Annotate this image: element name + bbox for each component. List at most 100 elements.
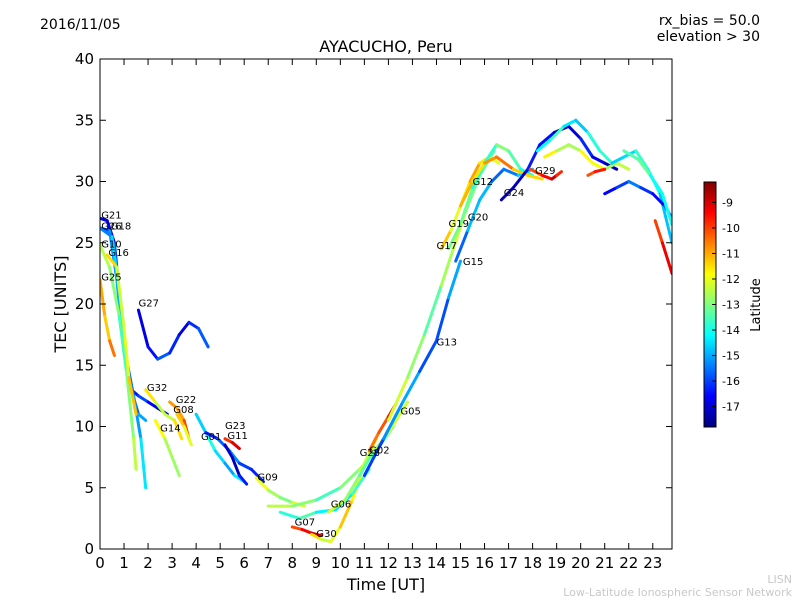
trace-segment: [562, 118, 578, 128]
satellite-label: G30: [316, 529, 336, 540]
trace-segment: [223, 443, 234, 459]
trace-segment: [300, 527, 313, 535]
x-tick-label: 12: [379, 554, 398, 572]
credits-short: LISN: [767, 573, 792, 586]
trace-segment: [136, 394, 150, 404]
trace-segment: [100, 243, 112, 269]
trace-segment: [567, 143, 583, 153]
y-tick-label: 35: [75, 111, 94, 129]
trace-segment: [297, 510, 318, 520]
trace-segment: [454, 229, 470, 263]
trace-segment: [182, 425, 193, 447]
satellite-label: G07: [295, 518, 315, 529]
satellite-trace-g23: [223, 437, 241, 451]
trace-segment: [651, 192, 667, 208]
colorbar-tick-label: -11: [722, 247, 740, 260]
trace-segment: [434, 296, 450, 343]
x-tick-label: 3: [167, 554, 177, 572]
satellite-trace-g34: [535, 118, 672, 245]
trace-segment: [574, 118, 590, 134]
date-label: 2016/11/05: [40, 17, 121, 33]
trace-segment: [108, 265, 121, 318]
trace-segment: [446, 259, 463, 300]
trace-segment: [550, 124, 566, 141]
trace-segment: [105, 253, 119, 269]
x-tick-label: 13: [403, 554, 422, 572]
trace-segment: [490, 167, 506, 183]
trace-segment: [459, 186, 475, 226]
trace-segment: [439, 229, 453, 251]
trace-segment: [223, 461, 237, 477]
trace-segment: [528, 167, 544, 177]
x-tick-label: 8: [287, 554, 297, 572]
trace-segment: [115, 265, 126, 330]
satellite-trace-g38: [622, 149, 672, 226]
trace-segment: [136, 308, 150, 349]
trace-segment: [153, 418, 167, 441]
satellite-label: G18: [111, 221, 131, 232]
satellite-label: G02: [369, 445, 389, 456]
trace-segment: [100, 226, 114, 239]
trace-segment: [579, 137, 595, 159]
colorbar-label: Latitude: [749, 278, 764, 332]
trace-segment: [468, 161, 482, 183]
x-tick-label: 22: [619, 554, 638, 572]
trace-segment: [163, 412, 177, 422]
trace-segment: [622, 149, 640, 161]
trace-segment: [319, 537, 333, 544]
satellite-label: G01: [201, 432, 221, 443]
satellite-label: G12: [473, 177, 493, 188]
x-tick-label: 0: [95, 554, 105, 572]
trace-segment: [502, 167, 520, 177]
x-tick-label: 19: [547, 554, 566, 572]
credits: LISN Low-Latitude Ionospheric Sensor Net…: [563, 573, 792, 599]
satellite-trace-g37: [653, 219, 672, 275]
x-tick-label: 17: [499, 554, 518, 572]
trace-segment: [627, 180, 643, 190]
trace-segment: [483, 143, 499, 165]
trace-segment: [254, 476, 270, 492]
trace-segment: [177, 320, 191, 337]
x-tick-label: 9: [312, 554, 322, 572]
x-tick-label: 10: [331, 554, 350, 572]
trace-segment: [610, 155, 626, 165]
trace-segment: [290, 525, 304, 531]
trace-segment: [422, 284, 443, 337]
satellite-label: G23: [225, 421, 245, 432]
satellite-label: G21: [101, 210, 121, 221]
x-tick-label: 4: [191, 554, 201, 572]
trace-segment: [593, 167, 607, 174]
satellite-trace-g14: [153, 418, 181, 477]
trace-segment: [156, 351, 172, 361]
trace-segment: [579, 149, 595, 165]
satellite-label: G26: [101, 221, 121, 232]
elevation-label: elevation > 30: [656, 29, 760, 45]
satellite-label: G06: [331, 499, 351, 510]
trace-segment: [124, 369, 136, 441]
trace-segment: [230, 455, 241, 477]
trace-segment: [213, 449, 227, 465]
trace-segment: [499, 186, 515, 202]
x-tick-label: 2: [143, 554, 153, 572]
trace-segment: [471, 161, 487, 183]
trace-segment: [237, 474, 249, 486]
trace-segment: [230, 440, 241, 451]
x-tick-label: 15: [451, 554, 470, 572]
trace-segment: [194, 412, 208, 435]
trace-segment: [449, 204, 463, 232]
satellite-label: G32: [147, 383, 167, 394]
trace-segment: [603, 186, 619, 196]
trace-segment: [603, 161, 619, 171]
satellite-label: G22: [176, 395, 196, 406]
satellite-trace-g10: [100, 243, 138, 471]
credits-full: Low-Latitude Ionospheric Sensor Network: [563, 586, 792, 599]
trace-segment: [358, 449, 376, 477]
trace-segment: [249, 467, 265, 484]
trace-segment: [543, 149, 559, 159]
trace-segment: [386, 400, 410, 435]
trace-segment: [382, 400, 405, 441]
y-tick-label: 15: [75, 356, 94, 374]
trace-segment: [660, 192, 672, 226]
colorbar-tick-label: -12: [722, 273, 740, 286]
trace-segment: [439, 247, 455, 288]
